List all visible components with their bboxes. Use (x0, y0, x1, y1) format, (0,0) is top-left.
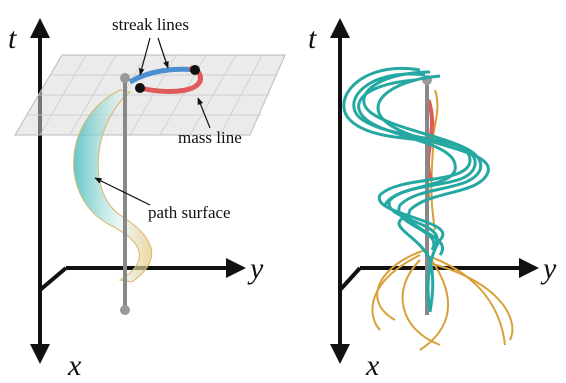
axis-label: t (308, 22, 317, 55)
endpoint (135, 83, 145, 93)
pole-top (120, 73, 130, 83)
label: mass line (178, 128, 242, 147)
label: path surface (148, 203, 231, 222)
pole-bottom (120, 305, 130, 315)
axis-label: y (540, 252, 557, 285)
figure: t y x streak lines mass line path surfac… (0, 0, 566, 383)
axis-label: x (67, 349, 82, 382)
axis-label: t (8, 22, 17, 55)
axis-label: y (247, 252, 264, 285)
left-panel: t y x streak lines mass line path surfac… (8, 15, 285, 382)
axis-link (40, 268, 66, 290)
axis-label: x (365, 349, 380, 382)
label: streak lines (112, 15, 189, 34)
endpoint (190, 65, 200, 75)
orange-bundle (372, 90, 512, 350)
axis-link (340, 268, 360, 290)
right-panel: t y x (308, 22, 557, 382)
